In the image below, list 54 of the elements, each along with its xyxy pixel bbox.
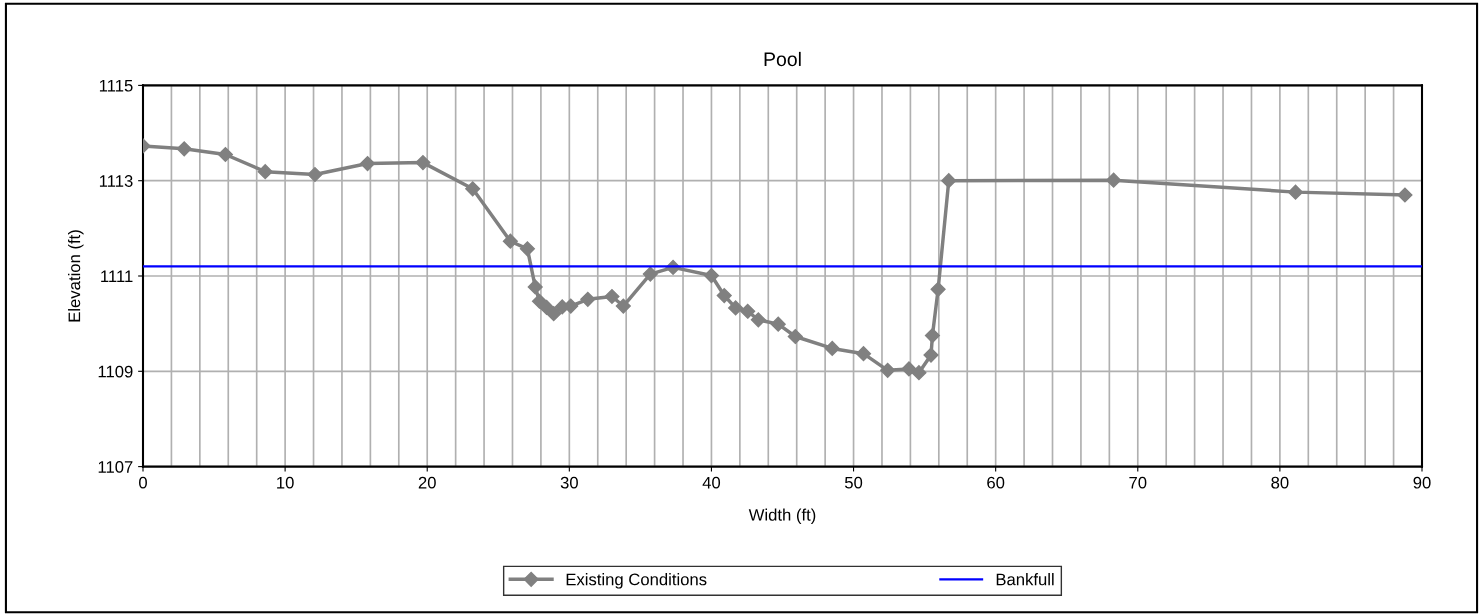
point — [787, 328, 803, 345]
point — [703, 267, 720, 284]
y-axis-title: Elevation (ft) — [68, 230, 84, 322]
point — [257, 164, 273, 180]
y-tick-label: 1107 — [98, 461, 133, 473]
x-axis-title: Width (ft) — [748, 508, 816, 525]
point — [924, 327, 940, 344]
point — [465, 181, 481, 197]
x-tick-label: 40 — [702, 476, 721, 489]
x-tick-label: 50 — [844, 476, 863, 489]
point — [642, 266, 658, 282]
point — [531, 293, 548, 309]
y-tick-label: 1111 — [101, 270, 133, 283]
point — [527, 279, 543, 295]
point — [855, 346, 872, 362]
point — [307, 166, 323, 183]
point — [519, 241, 535, 257]
point — [728, 300, 744, 316]
point — [546, 306, 562, 322]
point — [750, 312, 766, 328]
point — [824, 340, 840, 356]
point — [770, 316, 786, 332]
point — [880, 362, 896, 378]
point — [217, 146, 233, 163]
point — [502, 233, 518, 249]
y-tick-label: 1113 — [99, 175, 133, 187]
point — [740, 303, 756, 319]
point — [176, 141, 192, 157]
point — [580, 291, 596, 307]
point — [911, 365, 927, 381]
point — [923, 347, 939, 363]
point — [604, 288, 620, 305]
point — [1287, 184, 1304, 200]
point — [930, 281, 946, 297]
point — [941, 173, 957, 189]
x-tick-label: 0 — [139, 476, 147, 489]
x-tick-label: 30 — [560, 476, 578, 489]
point — [615, 298, 631, 314]
y-tick-label: 1109 — [98, 365, 133, 378]
x-tick-label: 70 — [1129, 476, 1147, 489]
x-tick-label: 60 — [987, 476, 1005, 489]
point — [1106, 172, 1122, 188]
legend-label: Existing Conditions — [566, 573, 707, 589]
y-tick-label: 1115 — [99, 79, 133, 92]
x-tick-label: 10 — [277, 476, 294, 489]
point — [716, 287, 732, 304]
point — [415, 155, 431, 171]
chart-title: Pool — [764, 51, 801, 67]
x-tick-label: 90 — [1413, 476, 1431, 489]
x-tick-label: 80 — [1271, 476, 1289, 489]
x-tick-label: 20 — [418, 476, 436, 489]
point — [1397, 187, 1413, 203]
point — [359, 155, 376, 172]
legend-label: Bankfull — [996, 573, 1054, 586]
